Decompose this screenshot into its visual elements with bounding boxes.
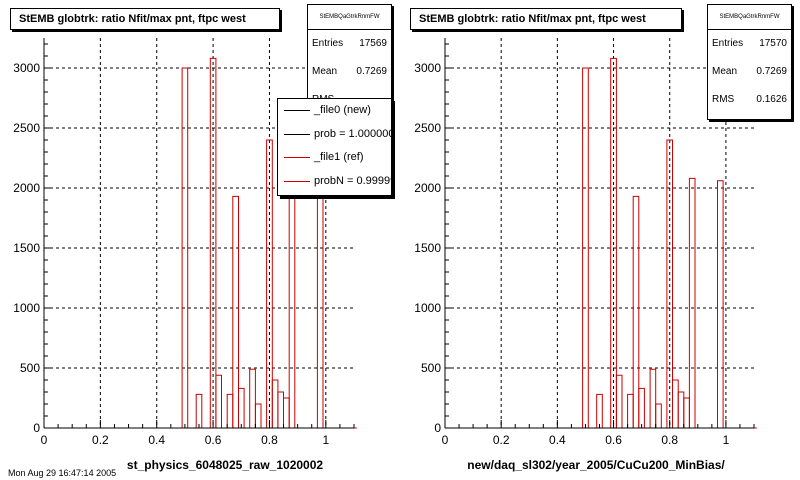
right-stats-name: StEMBQaGtrkRnmFW: [708, 5, 791, 30]
y-tick-label: 2000: [414, 181, 441, 195]
y-tick-label: 0: [33, 421, 40, 435]
x-axis-label: new/daq_sl302/year_2005/CuCu200_MinBias/: [467, 458, 725, 472]
y-tick-label: 3000: [414, 61, 441, 75]
right-stats-entries: 17570: [759, 38, 787, 49]
legend-entry-prob: prob = 1.000000: [278, 123, 391, 147]
x-tick-label: 0: [41, 433, 48, 447]
histogram-bin: [596, 393, 603, 428]
x-tick-label: 0.6: [605, 433, 622, 447]
right-stats-box: StEMBQaGtrkRnmFW Entries 17570 Mean 0.7269…: [707, 4, 792, 120]
histogram-bin: [232, 195, 239, 428]
right-stats-rms-label: RMS: [712, 94, 735, 105]
histogram-bin: [655, 403, 662, 428]
histogram-bin: [688, 177, 696, 428]
legend-label-probn: probN = 0.999999: [314, 174, 391, 187]
histogram-bin: [238, 387, 245, 428]
legend-label-ref: _file1 (ref): [314, 151, 364, 163]
histogram-bin: [610, 57, 617, 428]
histogram-bin: [632, 195, 640, 428]
legend-entry-new: _file0 (new): [278, 99, 391, 123]
y-tick-label: 1000: [414, 301, 441, 315]
y-tick-label: 500: [421, 361, 441, 375]
right-stats-rms: 0.1626: [756, 94, 787, 105]
y-tick-label: 2000: [13, 181, 40, 195]
right-stats-entries-label: Entries: [712, 38, 744, 49]
y-tick-label: 0: [434, 421, 441, 435]
histogram-bin: [666, 139, 673, 428]
footer-timestamp: Mon Aug 29 16:47:14 2005: [8, 468, 117, 478]
histogram-bin: [249, 368, 256, 428]
histogram-bin: [181, 67, 189, 428]
histogram-bin: [266, 139, 273, 428]
x-axis-label: st_physics_6048025_raw_1020002: [127, 458, 323, 472]
right-stats-mean: 0.7269: [756, 66, 787, 77]
histogram-bin: [215, 374, 222, 428]
right-stats-mean-label: Mean: [712, 66, 738, 77]
x-tick-label: 0.8: [261, 433, 278, 447]
x-tick-label: 0.4: [549, 433, 566, 447]
x-tick-label: 0.2: [493, 433, 510, 447]
x-tick-label: 0: [442, 433, 449, 447]
x-tick-label: 0.6: [205, 433, 222, 447]
y-tick-label: 1500: [13, 241, 40, 255]
histogram-bin: [195, 393, 203, 428]
x-tick-label: 0.8: [661, 433, 678, 447]
legend-entry-ref: _file1 (ref): [278, 146, 391, 170]
legend-entry-probn: probN = 0.999999: [278, 170, 391, 194]
right-plot-title: StEMB globtrk: ratio Nfit/max pnt, ftpc …: [410, 8, 682, 30]
x-tick-label: 1: [723, 433, 730, 447]
histogram-bin: [209, 57, 217, 428]
histogram-bin: [649, 368, 657, 428]
y-tick-label: 1000: [13, 301, 40, 315]
left-stats-name: StEMBQaGtrkRnmFW: [308, 5, 391, 30]
left-stats-entries: 17569: [359, 38, 387, 49]
legend-label-prob: prob = 1.000000: [314, 127, 392, 140]
histogram-bin: [717, 180, 724, 428]
x-tick-label: 1: [322, 433, 329, 447]
histogram-bin: [582, 67, 589, 428]
left-plot-title: StEMB globtrk: ratio Nfit/max pnt, ftpc …: [10, 8, 280, 30]
legend-label-new: _file0 (new): [314, 104, 371, 116]
y-tick-label: 2500: [414, 121, 441, 135]
left-stats-entries-label: Entries: [312, 38, 344, 49]
x-tick-label: 0.2: [92, 433, 109, 447]
y-tick-label: 3000: [13, 61, 40, 75]
y-tick-label: 500: [20, 361, 40, 375]
y-tick-label: 1500: [414, 241, 441, 255]
y-tick-label: 2500: [13, 121, 40, 135]
left-stats-mean: 0.7269: [356, 66, 387, 77]
left-legend: _file0 (new) prob = 1.000000 _file1 (ref…: [277, 98, 392, 196]
left-stats-mean-label: Mean: [312, 66, 338, 77]
x-tick-label: 0.4: [148, 433, 165, 447]
histogram-bin: [254, 403, 262, 428]
histogram-bin: [615, 374, 623, 428]
histogram-bin: [638, 387, 645, 428]
